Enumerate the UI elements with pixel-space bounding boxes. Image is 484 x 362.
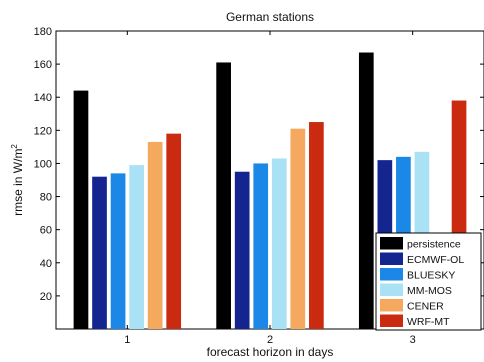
y-tick-label: 140	[34, 92, 52, 104]
legend-swatch	[380, 237, 403, 250]
x-tick-label: 1	[124, 334, 130, 346]
legend-swatch	[380, 314, 403, 327]
legend-label: ECMWF-OL	[407, 254, 464, 266]
chart-title: German stations	[226, 10, 314, 24]
legend-swatch	[380, 252, 403, 265]
bar	[234, 171, 250, 329]
legend-label: persistence	[407, 239, 461, 251]
y-tick-label: 60	[40, 225, 52, 237]
legend-swatch	[380, 268, 403, 281]
legend: persistence ECMWF-OL BLUESKY MM-MOS CENER WRF…	[375, 232, 482, 331]
bar	[309, 122, 324, 329]
bar	[271, 158, 287, 329]
legend-label: BLUESKY	[407, 270, 455, 282]
legend-label: CENER	[407, 301, 444, 313]
y-tick-label: 20	[40, 291, 52, 303]
y-tick-label: 100	[34, 158, 52, 170]
x-axis-label: forecast horizon in days	[207, 345, 334, 359]
y-axis-label-exponent: 2	[10, 144, 19, 149]
bar	[129, 165, 144, 329]
legend-swatch	[380, 299, 403, 312]
legend-label: MM-MOS	[407, 285, 452, 297]
bar	[92, 176, 107, 329]
y-axis-label-text: rmse in W/m	[11, 149, 25, 216]
x-tick-label: 2	[267, 334, 273, 346]
bar	[253, 163, 269, 329]
y-tick-label: 180	[34, 26, 52, 38]
bar	[73, 90, 89, 329]
x-tick-label: 3	[410, 334, 416, 346]
bar	[110, 173, 126, 329]
bar	[290, 128, 306, 329]
y-tick-label: 120	[34, 125, 52, 137]
bar	[166, 133, 182, 329]
bar	[147, 141, 163, 329]
y-axis-label: rmse in W/m2	[10, 144, 25, 216]
y-tick-label: 40	[40, 258, 52, 270]
bar	[358, 52, 374, 330]
bar	[216, 62, 231, 329]
bars	[73, 52, 467, 330]
y-axis: 20 40 60 80 100 120 140 160 180	[34, 26, 484, 303]
legend-label: WRF-MT	[407, 316, 450, 328]
y-tick-label: 80	[40, 192, 52, 204]
y-tick-label: 160	[34, 59, 52, 71]
legend-swatch	[380, 283, 403, 296]
